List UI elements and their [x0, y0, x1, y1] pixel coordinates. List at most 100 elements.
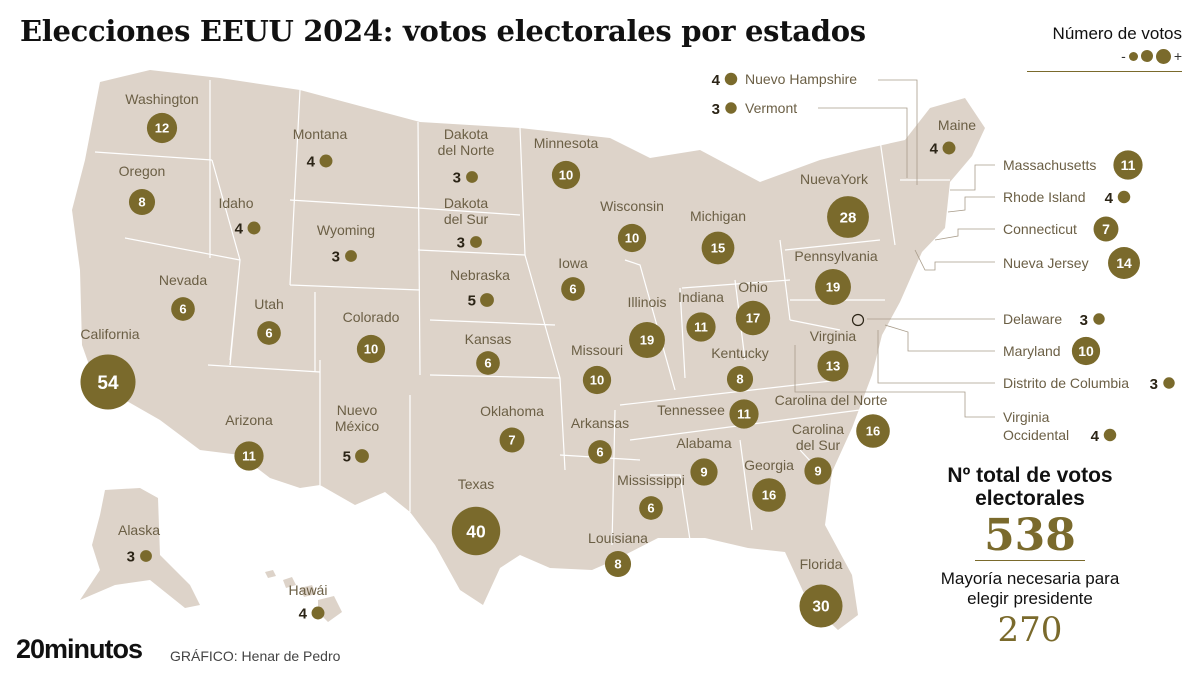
legend-dot-small: [1128, 51, 1138, 61]
vote-count-minnesota: 10: [559, 168, 573, 183]
callout-label-nuevo-hampshire: Nuevo Hampshire: [745, 71, 857, 87]
vote-count-hawai: 4: [299, 606, 308, 623]
callout-dot-virginia-occidental: [1103, 428, 1117, 442]
state-label-carolina-del-norte: Carolina del Norte: [775, 392, 888, 408]
vote-count-louisiana: 8: [614, 557, 621, 572]
state-label-nuevayork: NuevaYork: [800, 171, 869, 187]
vote-dot-wyoming: [345, 250, 357, 262]
vote-count-illinois: 19: [640, 333, 654, 348]
totals-panel: Nº total de votos electorales 538 Mayorí…: [920, 464, 1140, 649]
totals-rule: [975, 560, 1085, 561]
state-label-ohio: Ohio: [738, 279, 768, 295]
callout-markers: Nuevo Hampshire 4 Vermont 3 Massachusetts 11 R…: [712, 71, 1175, 445]
callout-dot-delaware: [1093, 313, 1105, 325]
contiguous-us-shape: [72, 70, 985, 630]
legend-min-label: -: [1121, 48, 1126, 64]
vote-bubble-nuevayork: [827, 196, 869, 238]
map-land: [72, 70, 985, 630]
callout-count-rhode-island: 4: [1105, 190, 1114, 207]
vote-count-california: 54: [97, 373, 119, 394]
vote-count-utah: 6: [265, 326, 272, 341]
legend: Número de votos - +: [1027, 24, 1182, 72]
state-label-iowa: Iowa: [558, 255, 588, 271]
vote-bubble-carolina-del-sur: [804, 457, 832, 485]
vote-bubble-arizona: [234, 441, 264, 471]
total-votes-value: 538: [984, 510, 1076, 561]
callout-bubble-maryland: [1071, 336, 1101, 366]
vote-dot-maine: [942, 141, 956, 155]
callout-dot-vermont: [725, 102, 737, 114]
vote-count-maine: 4: [930, 141, 939, 158]
vote-bubble-kansas: [476, 351, 500, 375]
vote-bubble-utah: [257, 321, 281, 345]
vote-bubble-wisconsin: [617, 223, 647, 253]
vote-bubble-california: [80, 354, 136, 410]
vote-bubble-georgia: [752, 478, 786, 512]
vote-dot-nebraska: [480, 293, 494, 307]
state-label-dakota-del-norte: Dakota: [444, 126, 489, 142]
vote-bubble-virginia: [817, 350, 849, 382]
vote-bubble-mississippi: [639, 496, 663, 520]
vote-count-tennessee: 11: [737, 407, 751, 422]
state-label-florida: Florida: [800, 556, 843, 572]
vote-count-dakota-del-norte: 3: [453, 170, 461, 187]
vote-count-washington: 12: [155, 121, 169, 136]
vote-dot-nuevo-mexico: [355, 449, 369, 463]
state-label-alaska: Alaska: [118, 522, 160, 538]
callout-label-rhode-island: Rhode Island: [1003, 189, 1086, 205]
callout-dot-rhode-island: [1117, 190, 1131, 204]
vote-bubble-texas: [451, 506, 501, 556]
vote-count-kentucky: 8: [736, 372, 743, 387]
state-label-carolina-del-sur: Carolina: [792, 421, 844, 437]
vote-count-missouri: 10: [590, 373, 604, 388]
majority-label: Mayoría necesaria para elegir presidente: [940, 569, 1120, 608]
vote-count-carolina-del-norte: 16: [866, 424, 880, 439]
vote-count-ohio: 17: [746, 311, 760, 326]
state-label-virginia: Virginia: [810, 328, 857, 344]
vote-count-nebraska: 5: [468, 293, 476, 310]
callout-bubble-connecticut: [1093, 216, 1119, 242]
legend-max-label: +: [1173, 48, 1182, 64]
state-label-hawai: Hawái: [289, 582, 328, 598]
vote-count-colorado: 10: [364, 342, 378, 357]
state-markers: Washington12Oregon8California54Nevada6Id…: [80, 91, 976, 628]
callout-label-virginia-occidental: Occidental: [1003, 427, 1069, 443]
state-label-nevada: Nevada: [159, 272, 207, 288]
legend-dot-medium: [1140, 50, 1153, 62]
vote-count-oklahoma: 7: [508, 433, 515, 448]
vote-count-texas: 40: [466, 521, 485, 541]
state-label-kansas: Kansas: [465, 331, 512, 347]
vote-count-oregon: 8: [138, 195, 145, 210]
state-label-california: California: [80, 326, 139, 342]
vote-bubble-ohio: [735, 300, 771, 336]
vote-bubble-michigan: [701, 231, 735, 265]
vote-dot-dakota-del-norte: [466, 171, 478, 183]
state-label-nuevo-mexico: Nuevo: [337, 402, 378, 418]
brand-logo: 20minutos: [16, 634, 143, 664]
state-label-georgia: Georgia: [744, 457, 794, 473]
vote-bubble-illinois: [629, 322, 665, 358]
alaska-shape: [80, 488, 200, 608]
legend-rule: [1027, 71, 1182, 72]
callout-label-distrito-de-columbia: Distrito de Columbia: [1003, 375, 1129, 391]
vote-bubble-colorado: [356, 334, 386, 364]
vote-count-idaho: 4: [235, 221, 244, 238]
vote-count-alaska: 3: [127, 549, 135, 566]
vote-bubble-kentucky: [726, 365, 754, 393]
state-label-alabama: Alabama: [676, 435, 731, 451]
vote-bubble-alabama: [690, 458, 718, 486]
vote-count-wyoming: 3: [332, 249, 340, 266]
state-label-utah: Utah: [254, 296, 284, 312]
callout-bubble-massachusetts: [1113, 150, 1143, 180]
state-label-tennessee: Tennessee: [657, 402, 725, 418]
vote-count-arizona: 11: [242, 449, 256, 464]
state-label-kentucky: Kentucky: [711, 345, 769, 361]
callout-label-massachusetts: Massachusetts: [1003, 157, 1096, 173]
state-label-minnesota: Minnesota: [534, 135, 599, 151]
graphic-credit: GRÁFICO: Henar de Pedro: [170, 648, 341, 664]
vote-bubble-florida: [799, 584, 843, 628]
vote-bubble-carolina-del-norte: [856, 414, 890, 448]
vote-count-carolina-del-sur: 9: [814, 464, 821, 479]
callout-label-connecticut: Connecticut: [1003, 221, 1077, 237]
vote-bubble-arkansas: [588, 440, 612, 464]
